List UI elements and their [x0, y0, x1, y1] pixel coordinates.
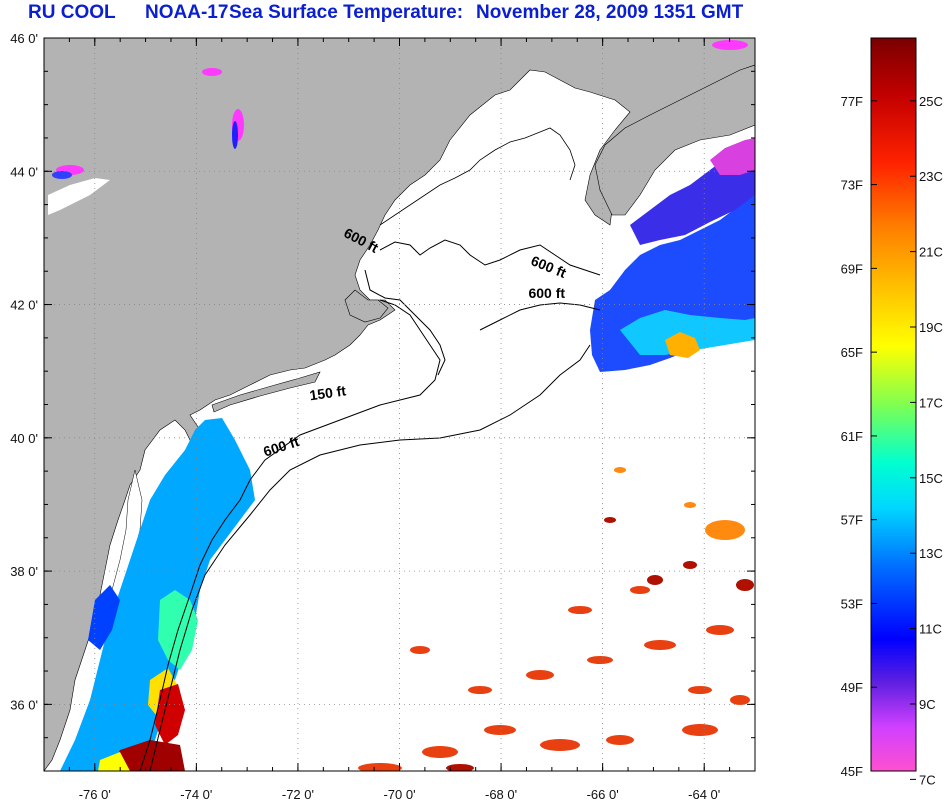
- contour-600ft-georges: [479, 302, 601, 331]
- graticule: [44, 38, 755, 771]
- colorbar-celsius-label: 19C: [919, 320, 943, 335]
- lat-tick-label: 44 0': [10, 164, 38, 179]
- title-date: November 28, 2009 1351 GMT: [476, 2, 744, 23]
- lon-tick-label: -66 0': [587, 787, 619, 802]
- colorbar-celsius-label: 25C: [919, 94, 943, 109]
- land-nova-scotia: [594, 64, 755, 216]
- colorbar-labels: 77F 73F 69F 65F 61F 57F 53F 49F 45F 25C 23C 21C 19C 1…: [841, 94, 943, 788]
- colorbar-fahrenheit-label: 73F: [841, 178, 863, 193]
- colorbar-fahrenheit-label: 57F: [841, 513, 863, 528]
- lon-tick-label: -72 0': [282, 787, 314, 802]
- land-mainland: [44, 38, 755, 771]
- axis-tick-labels: -76 0' -74 0' -72 0' -70 0' -68 0' -66 0' -64 …: [10, 31, 720, 802]
- colorbar: [870, 37, 917, 772]
- contour-600ft-shelf: [149, 344, 591, 771]
- lat-tick-label: 38 0': [10, 564, 38, 579]
- lat-tick-label: 42 0': [10, 298, 38, 313]
- colorbar-celsius-label: 13C: [919, 546, 943, 561]
- lon-tick-label: -70 0': [383, 787, 415, 802]
- contour-150ft-shelf: [139, 299, 441, 771]
- gulf-of-maine-shelf: [379, 127, 576, 226]
- colorbar-celsius-label: 7C: [919, 772, 936, 787]
- contour-label-2: 600 ft: [528, 285, 565, 301]
- colorbar-fahrenheit-label: 61F: [841, 429, 863, 444]
- colorbar-celsius-label: 11C: [919, 622, 942, 637]
- contour-600ft-gulf: [379, 239, 601, 276]
- colorbar-fahrenheit-label: 45F: [841, 764, 863, 779]
- lon-tick-label: -68 0': [485, 787, 517, 802]
- lat-tick-label: 36 0': [10, 697, 38, 712]
- colorbar-celsius-label: 15C: [919, 471, 943, 486]
- lon-tick-label: -64 0': [688, 787, 720, 802]
- land-long-island: [211, 371, 321, 413]
- colorbar-fahrenheit-label: 77F: [841, 94, 863, 109]
- sst-data-layer: [48, 40, 755, 771]
- colorbar-fahrenheit-label: 65F: [841, 345, 863, 360]
- colorbar-celsius-label: 21C: [919, 245, 943, 260]
- lon-tick-label: -74 0': [180, 787, 212, 802]
- contour-inner-gulf: [364, 269, 446, 376]
- colorbar-fahrenheit-label: 69F: [841, 261, 863, 276]
- lat-tick-label: 40 0': [10, 431, 38, 446]
- bathymetry-contours: [139, 239, 601, 771]
- contour-label-3: 150 ft: [308, 382, 347, 403]
- lat-tick-label: 46 0': [10, 31, 38, 46]
- title-source: RU COOL: [28, 2, 116, 23]
- lon-tick-label: -76 0': [79, 787, 111, 802]
- title-satellite: NOAA-17: [145, 2, 229, 23]
- colorbar-celsius-label: 17C: [919, 395, 943, 410]
- land-cape-cod: [344, 289, 389, 323]
- colorbar-fahrenheit-label: 53F: [841, 596, 863, 611]
- colorbar-fahrenheit-label: 49F: [841, 680, 863, 695]
- axis-ticks: [43, 37, 756, 772]
- colorbar-celsius-label: 23C: [919, 169, 943, 184]
- title-product: Sea Surface Temperature:: [229, 2, 464, 23]
- colorbar-ticks: [871, 100, 916, 780]
- colorbar-celsius-label: 9C: [919, 697, 936, 712]
- map-title: RU COOL NOAA-17 Sea Surface Temperature:…: [0, 2, 944, 24]
